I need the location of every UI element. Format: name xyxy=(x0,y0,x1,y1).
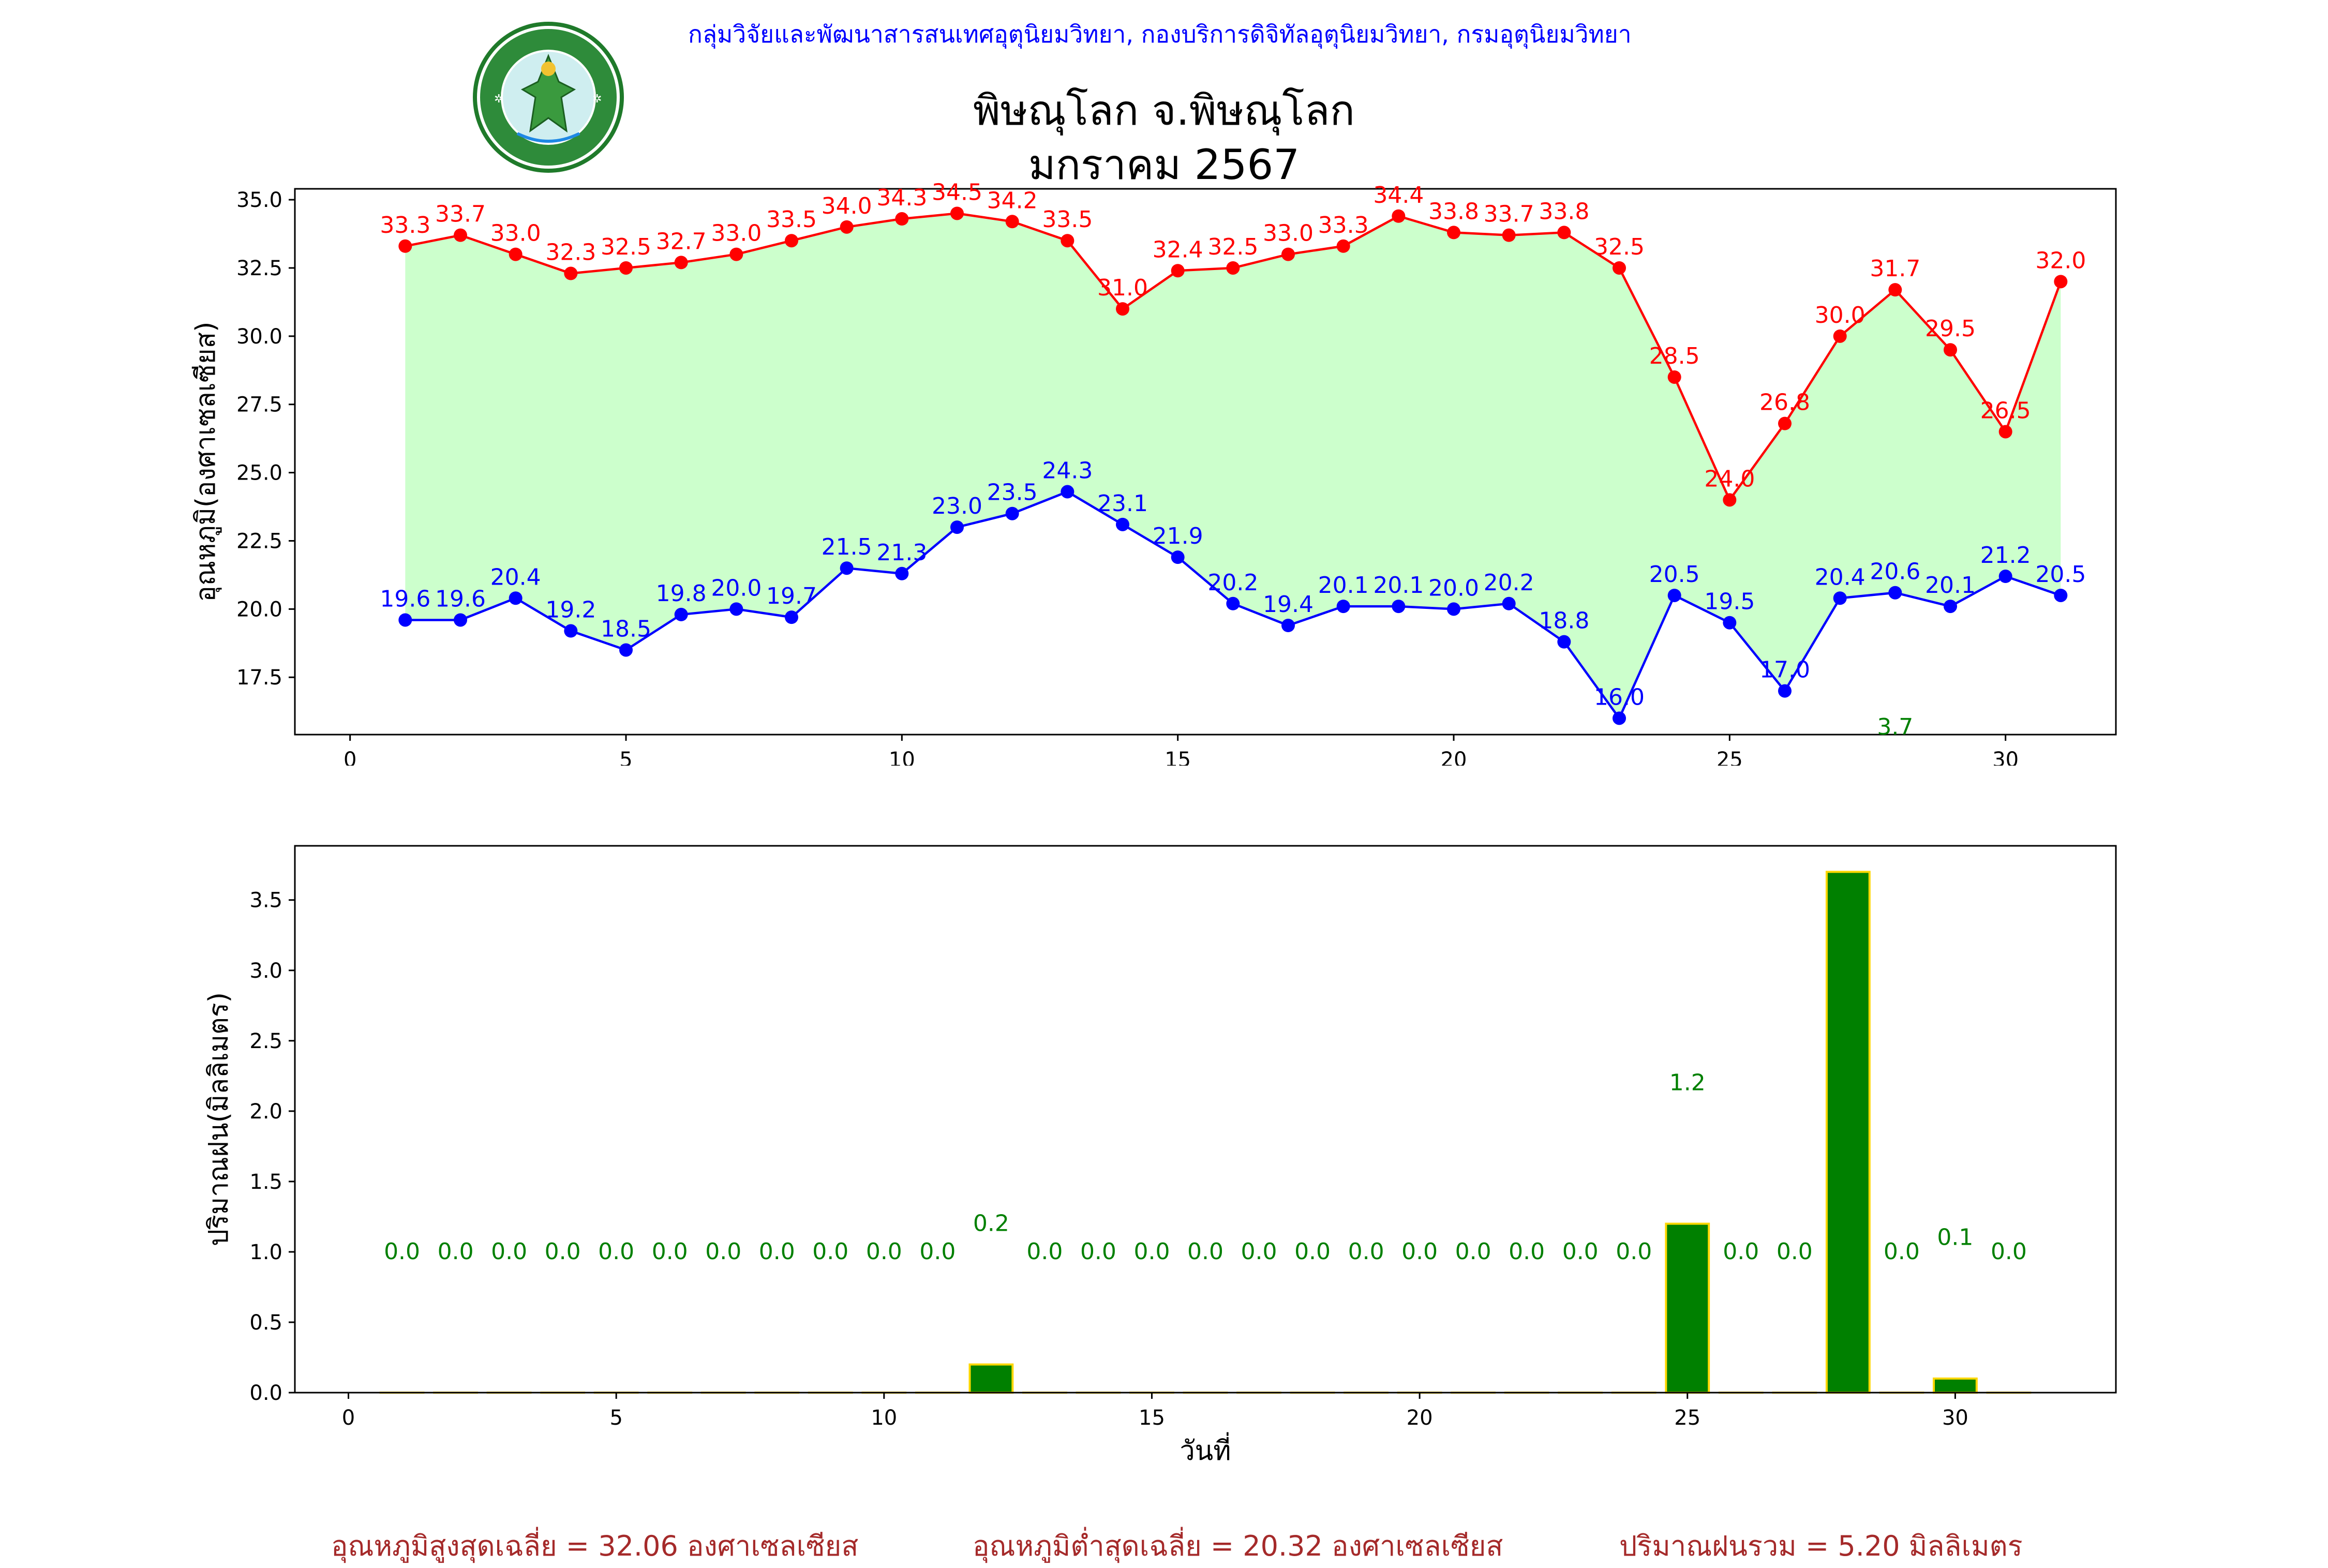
x-tick-label: 30 xyxy=(1942,1406,1968,1430)
rain-value-label: 0.0 xyxy=(545,1238,581,1265)
avg-max-summary: อุณหภูมิสูงสุดเฉลี่ย = 32.06 องศาเซลเซีย… xyxy=(331,1524,858,1568)
rain-value-label: 0.0 xyxy=(759,1238,795,1265)
x-tick-label: 15 xyxy=(1139,1406,1165,1430)
rain-value-label: 0.0 xyxy=(1294,1238,1331,1265)
rainfall-chart: 0.0 0.0 0.0 0.0 0.0 0.0 0.0 0.0 0.0 0.0 0.0 0.2 0.0 0… xyxy=(0,0,2328,1500)
rain-bar xyxy=(969,1365,1012,1393)
rain-value-label: 0.0 xyxy=(1884,1238,1920,1265)
y-tick-label: 3.0 xyxy=(249,959,282,983)
rain-value-label: 0.0 xyxy=(1509,1238,1545,1265)
rain-value-label: 0.0 xyxy=(491,1238,527,1265)
y-tick-label: 0.0 xyxy=(249,1381,282,1405)
x-tick-label: 25 xyxy=(1674,1406,1700,1430)
x-tick-label: 20 xyxy=(1407,1406,1433,1430)
rain-value-label: 0.0 xyxy=(1777,1238,1813,1265)
y-tick-label: 1.5 xyxy=(249,1170,282,1194)
rain-value-label: 0.0 xyxy=(1991,1238,2027,1265)
rain-value-label: 0.0 xyxy=(598,1238,634,1265)
rain-value-label: 0.0 xyxy=(1080,1238,1116,1265)
rain-value-label: 0.0 xyxy=(438,1238,474,1265)
rain-value-label: 0.0 xyxy=(1616,1238,1652,1265)
x-axis-label: วันที่ xyxy=(1180,1432,1231,1467)
rain-value-label: 0.0 xyxy=(705,1238,741,1265)
y-tick-label: 0.5 xyxy=(249,1311,282,1335)
y-tick-label: 2.0 xyxy=(249,1100,282,1124)
rain-value-label: 0.0 xyxy=(866,1238,902,1265)
y-axis-label: ปริมาณฝน(มิลลิเมตร) xyxy=(203,992,234,1246)
y-tick-label: 2.5 xyxy=(249,1029,282,1053)
rain-value-label: 0.0 xyxy=(812,1238,848,1265)
rain-value-label: 0.2 xyxy=(973,1211,1009,1237)
rain-value-label: 0.0 xyxy=(1401,1238,1438,1265)
y-tick-label: 3.5 xyxy=(249,889,282,913)
rain-value-label: 0.0 xyxy=(1241,1238,1277,1265)
rain-value-label: 0.0 xyxy=(1455,1238,1491,1265)
y-tick-label: 1.0 xyxy=(249,1241,282,1264)
rain-value-label: 0.0 xyxy=(1026,1238,1063,1265)
rain-value-label: 0.0 xyxy=(1133,1238,1170,1265)
rain-value-label: 0.1 xyxy=(1937,1224,1973,1251)
rain-value-label: 0.0 xyxy=(384,1238,420,1265)
x-tick-label: 5 xyxy=(609,1406,622,1430)
avg-min-summary: อุณหภูมิต่ำสุดเฉลี่ย = 20.32 องศาเซลเซีย… xyxy=(973,1524,1503,1568)
rain-value-label: 0.0 xyxy=(652,1238,688,1265)
rain-value-label: 1.2 xyxy=(1669,1069,1706,1096)
rain-value-label: 0.0 xyxy=(919,1238,956,1265)
rain-value-label: 0.0 xyxy=(1562,1238,1599,1265)
x-tick-label: 10 xyxy=(871,1406,897,1430)
rain-value-label: 0.0 xyxy=(1723,1238,1759,1265)
rain-value-label: 0.0 xyxy=(1187,1238,1223,1265)
total-rain-summary: ปริมาณฝนรวม = 5.20 มิลลิเมตร xyxy=(1619,1524,2023,1568)
rain-value-label: 0.0 xyxy=(1348,1238,1384,1265)
rain-bar xyxy=(1934,1379,1977,1393)
rain-bar xyxy=(1827,872,1870,1393)
rain-bar xyxy=(1666,1224,1709,1393)
x-tick-label: 0 xyxy=(342,1406,355,1430)
